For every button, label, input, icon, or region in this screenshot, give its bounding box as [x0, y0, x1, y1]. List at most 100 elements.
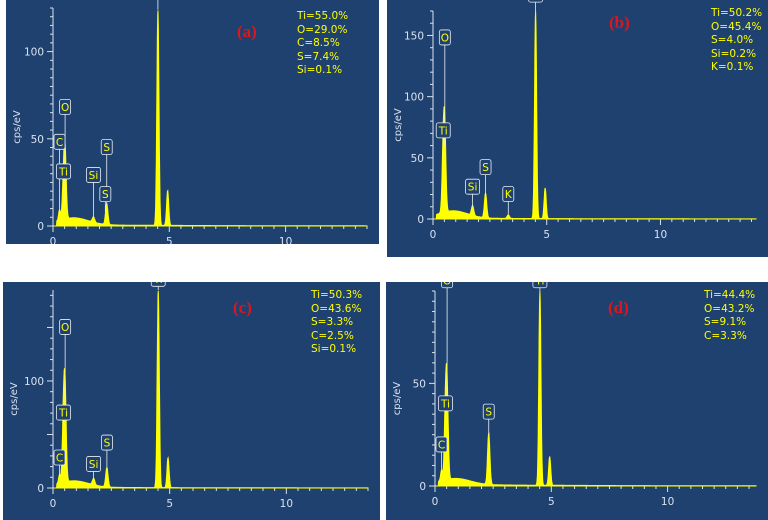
- peak-tag: [100, 139, 113, 155]
- peak-tag: [528, 0, 543, 3]
- peak-label: Ti: [438, 125, 448, 137]
- peak-label: C: [56, 453, 63, 465]
- x-tick-label: 0: [432, 496, 439, 508]
- peak-tag: [465, 178, 480, 195]
- composition-list-c: Ti=50.3% O=43.6% S=3.3% C=2.5% Si=0.1%: [311, 289, 362, 357]
- x-tick-label: 5: [543, 229, 550, 241]
- peak-tag: [479, 159, 492, 176]
- x-tick-label: 10: [279, 236, 292, 244]
- x-tick-label: 10: [654, 229, 667, 241]
- peak-tag: [86, 456, 101, 472]
- peak-label: S: [103, 142, 110, 154]
- composition-list-b: Ti=50.2% O=45.4% S=4.0% Si=0.2% K=0.1%: [711, 7, 762, 75]
- panel-label-b: (b): [609, 13, 630, 32]
- x-tick-label: 0: [430, 229, 437, 241]
- x-tick-label: 5: [166, 498, 173, 510]
- peak-tag: [435, 122, 451, 139]
- peak-label: S: [102, 189, 109, 201]
- composition-item: Ti=50.3%: [311, 289, 363, 301]
- composition-item: C=2.5%: [311, 329, 354, 342]
- y-tick-label: 100: [404, 92, 424, 104]
- peak-label: Ti: [530, 0, 540, 2]
- peak-tag: [86, 167, 101, 183]
- composition-item: O=43.2%: [704, 302, 755, 315]
- peak-label: C: [438, 439, 445, 451]
- peak-label: O: [441, 32, 449, 44]
- peak-label: Si: [468, 182, 478, 194]
- composition-item: S=3.3%: [311, 316, 354, 328]
- peak-tag: [438, 395, 453, 412]
- peak-tag: [482, 403, 495, 420]
- y-tick-label: 150: [404, 30, 424, 42]
- peak-tag: [59, 99, 71, 115]
- composition-item: Ti=44.4%: [704, 289, 756, 301]
- x-tick-label: 5: [548, 496, 555, 508]
- x-tick-label: 0: [50, 236, 57, 244]
- composition-item: Si=0.1%: [297, 64, 343, 76]
- spectrum-series: [433, 10, 757, 220]
- composition-item: S=7.4%: [297, 50, 340, 63]
- peak-label: O: [61, 102, 69, 114]
- panel-label-a: (a): [237, 22, 257, 41]
- peak-tag: [150, 282, 166, 287]
- composition-item: O=45.4%: [711, 20, 762, 33]
- y-tick-label: 0: [419, 481, 426, 493]
- peak-label: Ti: [153, 282, 163, 286]
- y-tick-label: 0: [37, 483, 44, 495]
- peak-tag: [56, 163, 71, 180]
- peak-label: O: [61, 322, 69, 334]
- composition-item: O=43.6%: [311, 302, 362, 315]
- x-tick-label: 10: [661, 496, 674, 508]
- peak-tag: [56, 404, 71, 421]
- peak-tag: [532, 282, 548, 289]
- peak-tag: [502, 186, 515, 202]
- composition-list-d: Ti=44.4% O=43.2% S=9.1% C=3.3%: [704, 289, 755, 343]
- composition-item: Ti=55.0%: [297, 10, 349, 22]
- composition-item: C=3.3%: [704, 329, 747, 342]
- spectrum-plot-d: 0 5 10 0 50 cps/eV Ti O Ti C S: [392, 282, 757, 508]
- y-axis-label: cps/eV: [392, 382, 403, 416]
- peak-tag: [101, 434, 113, 451]
- peak-label: S: [482, 162, 489, 174]
- peak-label: Ti: [58, 408, 68, 420]
- peak-label: Ti: [534, 282, 544, 287]
- composition-item: Ti=50.2%: [711, 7, 763, 19]
- spectrum-series: [53, 10, 368, 227]
- peak-tag: [59, 319, 72, 335]
- y-tick-label: 0: [417, 214, 424, 226]
- composition-list-a: Ti=55.0% O=29.0% C=8.5% S=7.4% Si=0.1%: [297, 10, 348, 78]
- peak-label: K: [505, 189, 513, 201]
- y-axis-label: cps/eV: [9, 382, 20, 416]
- y-axis-label: cps/eV: [12, 110, 23, 144]
- peak-tag: [441, 282, 453, 289]
- peak-label: Ti: [58, 166, 68, 178]
- peak-label: Si: [89, 459, 99, 471]
- x-tick-label: 5: [166, 236, 173, 244]
- composition-item: K=0.1%: [711, 61, 754, 73]
- composition-item: S=9.1%: [704, 316, 747, 328]
- peak-label: C: [56, 137, 63, 149]
- panel-label-c: (c): [233, 298, 252, 317]
- peak-tag: [99, 186, 112, 203]
- panel-label-d: (d): [608, 298, 629, 317]
- composition-item: S=4.0%: [711, 34, 754, 46]
- composition-item: Si=0.2%: [711, 47, 757, 60]
- spectrum-series: [53, 290, 369, 489]
- peak-label: Si: [89, 170, 99, 182]
- peak-tag: [53, 133, 66, 150]
- y-tick-label: 100: [24, 376, 44, 388]
- peak-label: S: [485, 407, 492, 419]
- y-axis-label: cps/eV: [393, 108, 404, 142]
- x-tick-label: 10: [280, 498, 293, 510]
- peak-label: Ti: [440, 398, 450, 410]
- y-tick-label: 50: [413, 378, 426, 390]
- peak-tag: [435, 436, 448, 453]
- eds-panel-d: 0 5 10 0 50 cps/eV Ti O Ti C S (d) Ti=44.4% O=43.2…: [386, 282, 768, 520]
- peak-label: O: [443, 282, 451, 287]
